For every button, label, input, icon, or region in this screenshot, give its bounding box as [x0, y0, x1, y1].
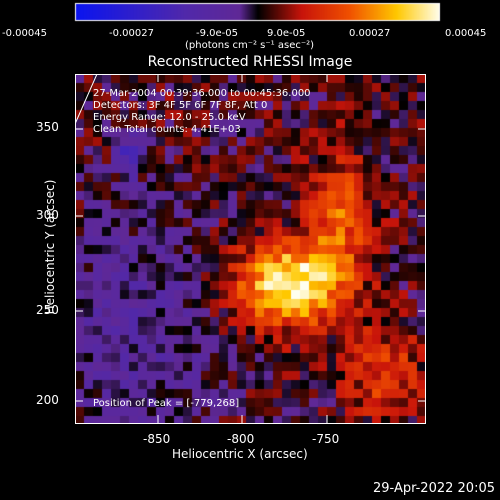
plot-frame — [75, 74, 426, 424]
colorbar-tick: -0.00027 — [109, 28, 154, 39]
y-tick-label: 350 — [36, 120, 59, 134]
colorbar-tick: -9.0e-05 — [196, 28, 238, 39]
colorbar-tick: 9.0e-05 — [267, 28, 306, 39]
peak-position: Position of Peak = [-779,268] — [93, 398, 240, 409]
x-tick-label: -800 — [227, 432, 255, 446]
x-tick-label: -850 — [143, 432, 171, 446]
heatmap — [75, 74, 426, 424]
x-tick-label: -750 — [312, 432, 340, 446]
info-time-range: 27-Mar-2004 00:39:36.000 to 00:45:36.000 — [93, 88, 311, 99]
rhessi-image: 27-Mar-2004 00:39:36.000 to 00:45:36.000… — [75, 74, 426, 424]
info-algorithm-counts: Clean Total counts: 4.41E+03 — [93, 124, 241, 135]
y-tick-label: 250 — [36, 303, 59, 317]
info-detectors: Detectors: 3F 4F 5F 6F 7F 8F, Att 0 — [93, 100, 268, 111]
colorbar-tick: 0.00027 — [349, 28, 391, 39]
timestamp: 29-Apr-2022 20:05 — [373, 481, 495, 496]
info-energy-range: Energy Range: 12.0 - 25.0 keV — [93, 112, 246, 123]
y-axis-label: Heliocentric Y (arcsec) — [43, 179, 57, 315]
image-title: Reconstructed RHESSI Image — [147, 54, 353, 70]
colorbar — [0, 0, 500, 26]
colorbar-tick: 0.00045 — [445, 28, 487, 39]
x-axis-label: Heliocentric X (arcsec) — [172, 447, 308, 461]
y-tick-label: 300 — [36, 208, 59, 222]
colorbar-units: (photons cm⁻² s⁻¹ asec⁻²) — [185, 40, 315, 51]
y-tick-label: 200 — [36, 393, 59, 407]
colorbar-tick: -0.00045 — [2, 28, 47, 39]
